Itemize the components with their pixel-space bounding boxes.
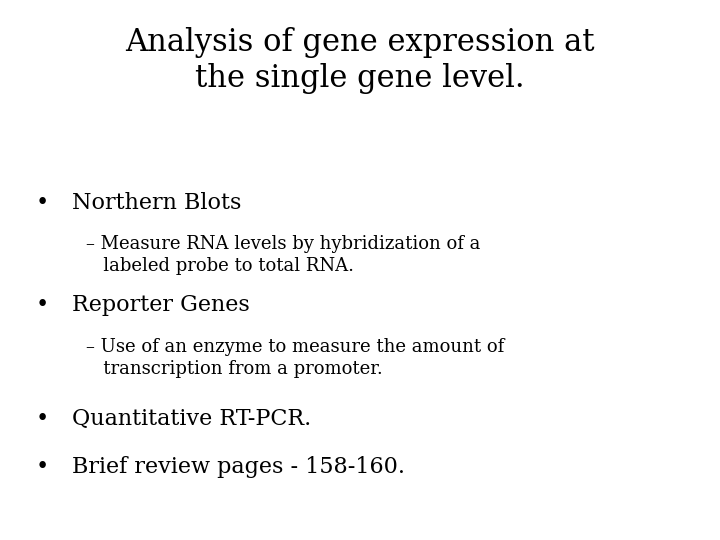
Text: •: • — [36, 294, 49, 316]
Text: Brief review pages - 158-160.: Brief review pages - 158-160. — [72, 456, 405, 478]
Text: Northern Blots: Northern Blots — [72, 192, 241, 214]
Text: – Measure RNA levels by hybridization of a
   labeled probe to total RNA.: – Measure RNA levels by hybridization of… — [86, 235, 481, 275]
Text: – Use of an enzyme to measure the amount of
   transcription from a promoter.: – Use of an enzyme to measure the amount… — [86, 338, 505, 377]
Text: Reporter Genes: Reporter Genes — [72, 294, 250, 316]
Text: Quantitative RT-PCR.: Quantitative RT-PCR. — [72, 408, 311, 430]
Text: •: • — [36, 192, 49, 214]
Text: •: • — [36, 408, 49, 430]
Text: Analysis of gene expression at
the single gene level.: Analysis of gene expression at the singl… — [125, 27, 595, 94]
Text: •: • — [36, 456, 49, 478]
